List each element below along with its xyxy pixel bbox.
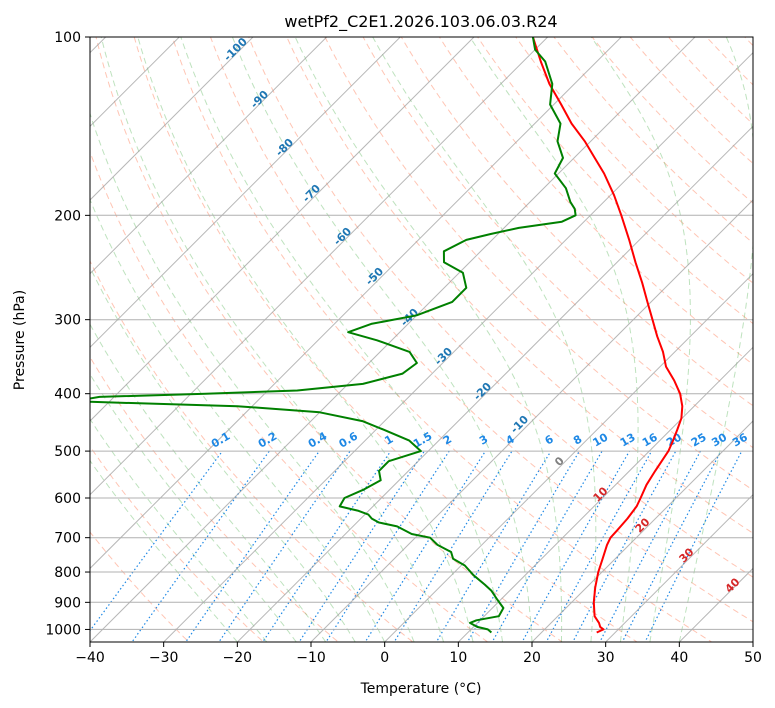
moist-adiabat [90,266,356,642]
y-tick-label: 700 [54,531,81,547]
x-axis: −40 −30 −20 −10 0 10 20 30 40 50 [75,642,762,666]
moist-adiabat [100,37,445,642]
y-tick-label: 300 [54,313,81,329]
isotherm [310,199,753,642]
isotherm [90,37,181,128]
y-tick-label: 400 [54,387,81,403]
isotherm [457,346,753,642]
x-tick-label: −20 [223,650,253,666]
x-tick-label: −40 [75,650,105,666]
y-tick-label: 600 [54,491,81,507]
moist-adiabat [590,37,691,642]
x-tick-label: 0 [380,650,389,666]
moist-adiabat [90,323,327,642]
dry-adiabat [90,259,414,642]
x-tick-label: −10 [296,650,326,666]
x-tick-label: 40 [670,650,688,666]
dry-adiabat [90,356,340,642]
y-tick-label: 900 [54,595,81,611]
dry-adiabat [362,37,753,449]
x-tick-label: 50 [744,650,762,666]
isotherm [604,493,753,642]
isotherm [162,51,753,642]
isotherm [383,272,753,642]
plot-frame [89,36,754,643]
moist-adiabat [137,37,474,642]
moist-adiabat [90,111,415,642]
y-tick-label: 100 [54,30,81,46]
isotherm [90,37,475,422]
isotherm [90,37,696,642]
dewpoint-profile-line [90,37,577,634]
y-tick-label: 200 [54,208,81,224]
isotherm [90,37,328,275]
dry-adiabat [90,531,190,642]
y-tick-label: 1000 [45,622,81,638]
isotherm [90,37,549,496]
dry-adiabat [133,37,638,642]
moist-adiabat [678,37,753,642]
dry-adiabat [171,37,713,642]
moist-adiabat [90,198,386,642]
dry-adiabat [95,37,564,642]
y-axis: 100 200 300 400 500 600 700 800 900 1000 [45,30,90,638]
temperature-profile-line [531,37,684,634]
dry-adiabat [515,37,753,284]
dry-adiabat [324,37,753,491]
dry-adiabat [209,37,753,623]
isotherm [531,420,753,642]
moist-adiabat [90,418,268,642]
y-tick-label: 800 [54,565,81,581]
dry-adiabat [90,150,489,642]
isotherm [90,37,402,349]
x-tick-label: 30 [597,650,615,666]
isotherm [90,37,623,570]
dry-adiabat [248,37,753,578]
moist-adiabat [90,373,297,642]
moist-adiabat [180,37,503,642]
y-axis-title: Pressure (hPa) [12,290,28,390]
chart-title: wetPf2_C2E1.2026.103.06.03.R24 [284,12,557,32]
isotherm [90,37,254,201]
moist-adiabat [469,37,639,642]
dry-adiabat [90,445,265,642]
y-tick-label: 500 [54,444,81,460]
x-tick-label: 20 [523,650,541,666]
moist-adiabat [294,37,563,642]
x-tick-label: 10 [449,650,467,666]
moist-adiabat [231,37,533,642]
x-tick-label: −30 [149,650,179,666]
x-axis-title: Temperature (°C) [360,681,482,697]
isotherm [236,125,753,642]
plot-area: 0.1 0.2 0.4 0.6 1 1.5 2 3 4 6 8 10 13 16 20 25 30 36-100-… [90,37,753,642]
moist-adiabat [90,459,238,642]
